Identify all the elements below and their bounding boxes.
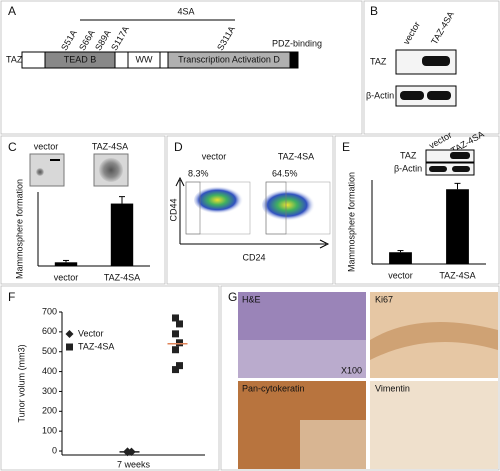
bar xyxy=(446,189,469,264)
panel-label: B xyxy=(370,4,378,18)
band xyxy=(427,91,451,100)
panel-label: E xyxy=(342,140,350,154)
panel-frame xyxy=(0,135,166,285)
sphere xyxy=(99,158,123,182)
y-tick-label: 400 xyxy=(42,366,57,376)
legend-label: TAZ-4SA xyxy=(78,341,114,351)
protein-label: TAZ xyxy=(6,54,23,64)
y-tick-label: 0 xyxy=(52,445,57,455)
mutation-label: S311A xyxy=(215,24,237,52)
panel-label: G xyxy=(228,290,237,304)
axis-label: CD44 xyxy=(168,198,178,221)
histology-image xyxy=(370,381,498,469)
panel-label: D xyxy=(174,140,183,154)
micrograph xyxy=(29,153,65,187)
y-axis-label: Tunor volum (mm3) xyxy=(16,344,26,422)
band xyxy=(400,91,424,100)
y-tick-label: 500 xyxy=(42,346,57,356)
image-label: vector xyxy=(34,141,59,151)
band xyxy=(450,152,470,159)
y-tick-label: 300 xyxy=(42,386,57,396)
image-label: Ki67 xyxy=(375,294,393,304)
point xyxy=(176,339,183,347)
row-label: TAZ xyxy=(400,150,417,160)
y-tick-label: 600 xyxy=(42,326,57,336)
panel-frame xyxy=(0,0,363,135)
point xyxy=(176,362,183,370)
flow-density xyxy=(194,186,246,214)
magnification: X100 xyxy=(341,365,362,375)
point xyxy=(172,330,179,338)
arrow-head xyxy=(175,176,185,187)
x-tick-label: 7 weeks xyxy=(117,459,151,469)
legend-label: Vector xyxy=(78,328,104,338)
arrow-head xyxy=(319,239,330,249)
domain-label: TEAD B xyxy=(64,54,97,64)
sample-label: TAZ-4SA xyxy=(278,151,314,161)
gate-label: 8.3% xyxy=(188,168,209,178)
band xyxy=(422,56,450,66)
panel-label: F xyxy=(8,290,15,304)
histology-texture xyxy=(238,340,366,378)
sphere xyxy=(36,168,44,176)
image-label: H&E xyxy=(242,294,261,304)
x-tick-label: TAZ-4SA xyxy=(104,272,140,282)
bar xyxy=(54,262,78,266)
point xyxy=(172,314,179,322)
row-label: β-Actin xyxy=(366,90,394,100)
y-tick-label: 700 xyxy=(42,306,57,316)
y-axis-label: Mammosphere formation xyxy=(346,172,356,272)
gate xyxy=(265,181,287,235)
mutation-label: S117A xyxy=(109,24,131,52)
panel-label: A xyxy=(8,4,16,18)
panel-frame xyxy=(166,135,334,285)
y-axis-label: Mammosphere formation xyxy=(14,179,24,279)
row-label: β-Actin xyxy=(394,163,422,173)
panel-frame xyxy=(363,0,500,135)
x-tick-label: vector xyxy=(388,270,413,280)
lane-label: vector xyxy=(401,20,422,46)
gate-label: 64.5% xyxy=(272,168,298,178)
bar xyxy=(389,252,412,264)
axis-label: CD24 xyxy=(242,252,265,262)
mutation-label: S51A xyxy=(59,28,79,52)
motif-label: PDZ-binding xyxy=(272,38,322,48)
image-label: Pan-cytokeratin xyxy=(242,383,305,393)
legend-marker xyxy=(65,330,74,338)
row-label: TAZ xyxy=(370,56,387,66)
bar xyxy=(110,203,134,266)
domain-box xyxy=(127,51,161,69)
sample-label: vector xyxy=(202,151,227,161)
image-label: Vimentin xyxy=(375,383,410,393)
point xyxy=(172,366,179,374)
group-label: 4SA xyxy=(177,6,194,16)
panel-frame xyxy=(220,285,500,471)
image-label: TAZ-4SA xyxy=(92,141,128,151)
domain-label: Transcription Activation D xyxy=(178,54,280,64)
y-tick-label: 200 xyxy=(42,406,57,416)
lane-label: TAZ-4SA xyxy=(429,10,456,46)
motif-box xyxy=(290,52,298,68)
gate xyxy=(185,181,201,235)
panel-frame xyxy=(0,285,220,471)
histology-texture xyxy=(300,420,366,469)
x-tick-label: vector xyxy=(54,272,79,282)
panel-frame xyxy=(334,135,500,285)
band xyxy=(452,166,470,172)
domain-box xyxy=(44,51,116,69)
point xyxy=(172,346,179,354)
x-tick-label: TAZ-4SA xyxy=(439,270,475,280)
panel-label: C xyxy=(8,140,17,154)
legend-marker xyxy=(66,343,73,351)
flow-density xyxy=(262,189,318,221)
point xyxy=(176,320,183,328)
domain-label: WW xyxy=(136,54,153,64)
histology-texture xyxy=(370,322,498,360)
y-tick-label: 100 xyxy=(42,426,57,436)
band xyxy=(429,166,447,172)
